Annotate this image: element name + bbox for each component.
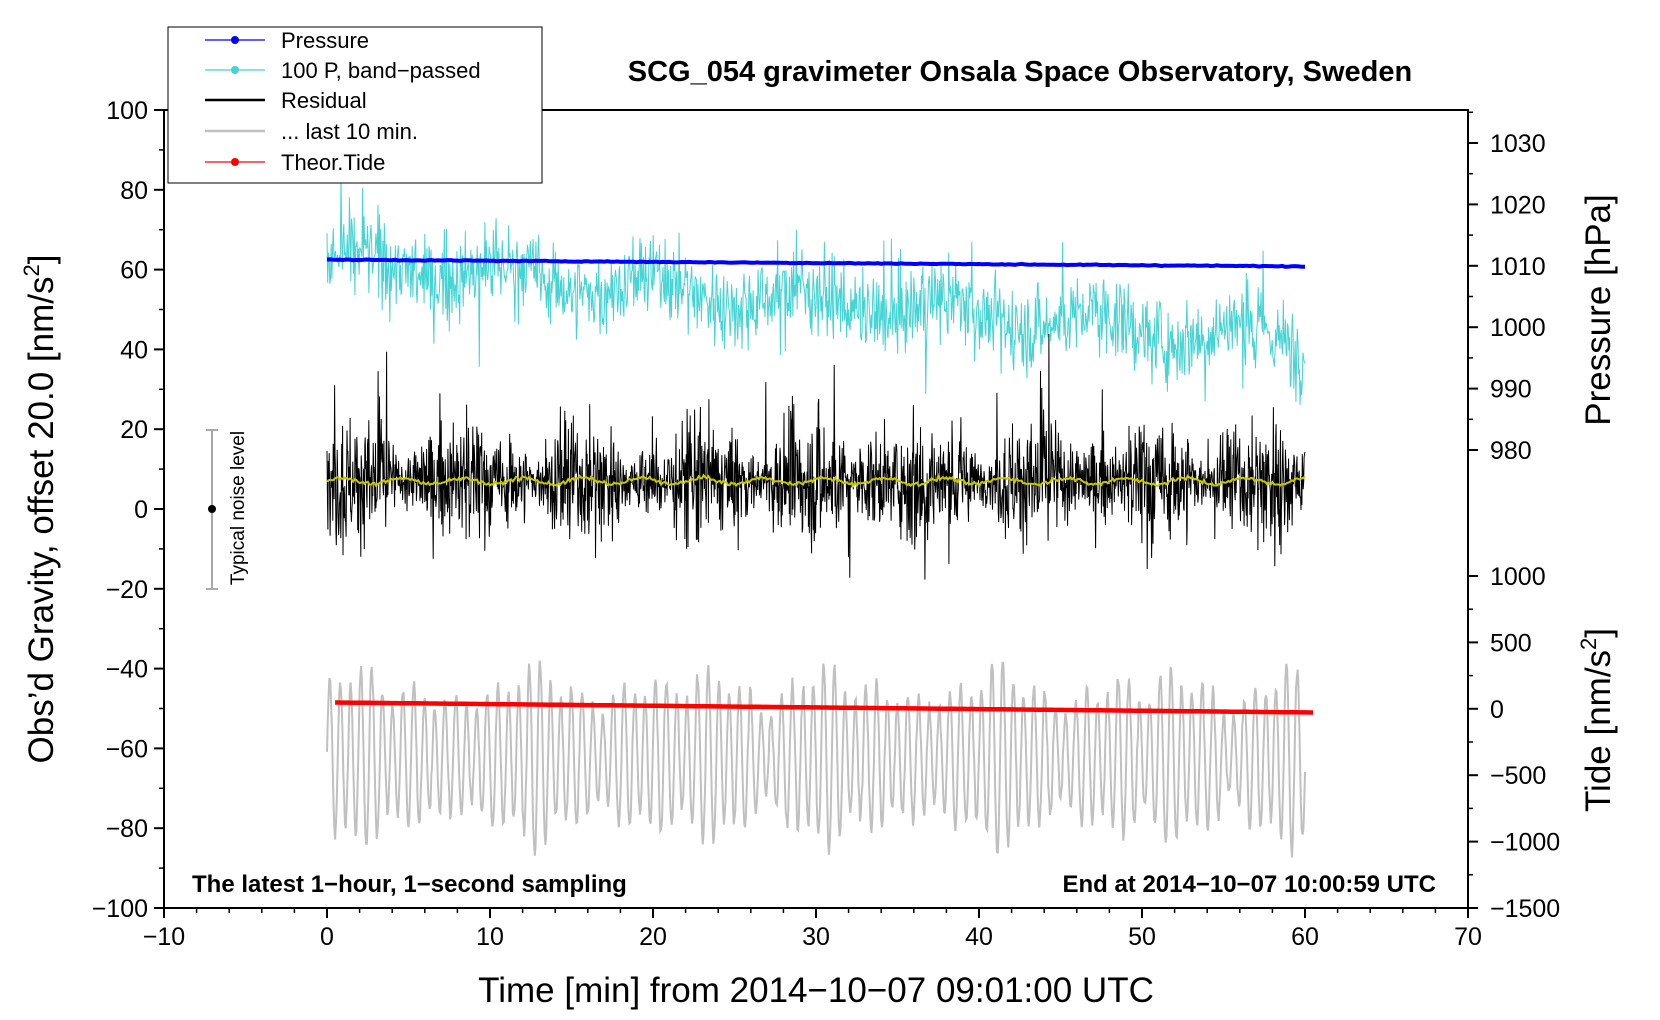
pressure-tick-label: 1010 [1490, 253, 1546, 281]
series-pressure-layer [326, 257, 1305, 269]
annotation-bottom-left: The latest 1−hour, 1−second sampling [192, 871, 627, 898]
x-tick-label: 50 [1128, 923, 1156, 951]
annotation-bottom-right: End at 2014−10−07 10:00:59 UTC [1062, 871, 1436, 898]
tide-axis-label-sup: 2 [1576, 638, 1601, 650]
y-axis-label: Obs’d Gravity, offset 20.0 [nm/s2] [19, 255, 61, 764]
chart-title: SCG_054 gravimeter Onsala Space Observat… [628, 56, 1412, 88]
x-tick-label: −10 [143, 923, 185, 951]
series-pressure-line [326, 257, 1305, 269]
legend-item-last-10-min: ... last 10 min. [205, 119, 418, 144]
series-bandpassed-line [326, 176, 1306, 405]
tide-tick-label: 500 [1490, 629, 1532, 657]
legend-item-tide: Theor.Tide [205, 150, 385, 175]
series-residual-line [326, 333, 1306, 580]
tide-axis-label: Tide [nm/s2] [1576, 628, 1618, 812]
y-tick-label: 80 [120, 177, 148, 205]
series-residual-mean-line [326, 472, 1306, 489]
legend-label-residual: Residual [281, 88, 367, 113]
pressure-axis-label: Pressure [hPa] [1579, 194, 1618, 426]
y-axis-label-sup: 2 [19, 264, 44, 276]
tide-tick-label: −1000 [1490, 829, 1560, 857]
y-tick-label: 100 [106, 97, 148, 125]
legend-item-residual: Residual [205, 88, 367, 113]
legend-item-pressure: Pressure [205, 28, 369, 53]
y-tick-label: −60 [106, 735, 148, 763]
y-tick-label: 20 [120, 416, 148, 444]
y-axis-label-tail: ] [22, 255, 61, 265]
pressure-tick-label: 980 [1490, 437, 1532, 465]
y-tick-label: −20 [106, 576, 148, 604]
x-axis-label: Time [min] from 2014−10−07 09:01:00 UTC [478, 971, 1154, 1010]
x-tick-label: 70 [1454, 923, 1482, 951]
legend-label-bandpassed: 100 P, band−passed [281, 58, 481, 83]
tide-tick-label: −500 [1490, 762, 1546, 790]
y-tick-label: 0 [134, 496, 148, 524]
legend-marker-bandpassed [231, 66, 239, 74]
pressure-tick-label: 1020 [1490, 191, 1546, 219]
tide-axis-ticks: 1000 500 0 −500 −1000 −1500 [1468, 563, 1560, 923]
tide-tick-label: 0 [1490, 696, 1504, 724]
legend-label-pressure: Pressure [281, 28, 369, 53]
noise-bar-center-dot [208, 505, 216, 513]
pressure-axis-ticks: 1030 1020 1010 1000 990 980 [1468, 111, 1546, 465]
x-tick-label: 60 [1291, 923, 1319, 951]
pressure-tick-label: 1000 [1490, 314, 1546, 342]
tide-tick-label: 1000 [1490, 563, 1546, 591]
tide-axis-label-main: Tide [nm/s [1579, 650, 1618, 812]
tide-tick-label: −1500 [1490, 895, 1560, 923]
tide-axis-label-tail: ] [1579, 628, 1618, 638]
series-residual-mean-layer [326, 472, 1306, 489]
legend-label-tide: Theor.Tide [281, 150, 385, 175]
pressure-tick-label: 990 [1490, 376, 1532, 404]
series-last-10-min-line [326, 660, 1306, 858]
noise-bar-label: Typical noise level [228, 431, 249, 585]
y-tick-label: −100 [92, 895, 148, 923]
x-tick-label: 20 [639, 923, 667, 951]
series-bandpassed-layer [326, 176, 1306, 405]
legend-label-last-10-min: ... last 10 min. [281, 119, 418, 144]
y-tick-label: −80 [106, 815, 148, 843]
legend-box [167, 26, 543, 184]
y-tick-label: 40 [120, 336, 148, 364]
series-residual-layer [326, 333, 1306, 580]
x-tick-label: 40 [965, 923, 993, 951]
x-tick-label: 30 [802, 923, 830, 951]
legend-item-bandpassed: 100 P, band−passed [205, 58, 481, 83]
legend-marker-tide [231, 158, 239, 166]
series-last-10-min-layer [326, 660, 1306, 858]
x-tick-label: 0 [320, 923, 334, 951]
y-axis-ticks: 100 80 60 40 20 0 −20 −40 −60 −80 −100 [92, 97, 164, 923]
x-tick-label: 10 [476, 923, 504, 951]
x-axis-ticks: −10 0 10 20 30 40 50 60 70 [143, 908, 1482, 951]
series-tide-line [335, 700, 1314, 715]
y-tick-label: 60 [120, 257, 148, 285]
legend-marker-pressure [231, 36, 239, 44]
y-tick-label: −40 [106, 656, 148, 684]
y-axis-label-main: Obs’d Gravity, offset 20.0 [nm/s [22, 277, 61, 764]
legend: Pressure 100 P, band−passed Residual ...… [167, 26, 543, 184]
pressure-tick-label: 1030 [1490, 130, 1546, 158]
series-tide-layer [335, 700, 1314, 715]
typical-noise-bar: Typical noise level [206, 429, 249, 590]
